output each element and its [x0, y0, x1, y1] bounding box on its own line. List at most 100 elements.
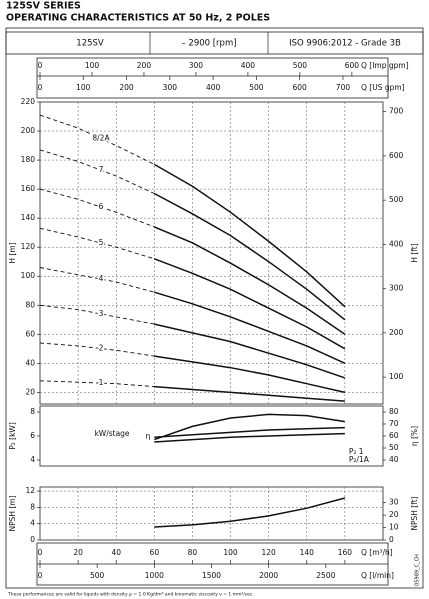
- y-tick-label: 200: [21, 126, 36, 135]
- series-label: P₂ 1: [349, 447, 364, 456]
- x-tick-label: 100: [223, 548, 238, 557]
- y-tick-label: 4: [30, 455, 35, 464]
- header-cell: 125SV: [76, 39, 104, 49]
- x-tick-label: 0: [38, 571, 43, 580]
- x-tick-label: 160: [338, 548, 353, 557]
- plot-frame: [39, 405, 384, 467]
- y2-tick-label: 700: [389, 107, 404, 116]
- y2-axis-label: η [%]: [410, 426, 419, 446]
- x-tick-label: 700: [336, 83, 351, 92]
- y2-tick-label: 70: [389, 419, 399, 428]
- y2-tick-label: 600: [389, 151, 404, 160]
- curve: [154, 291, 346, 364]
- series-label: 1: [99, 378, 104, 387]
- top-axis-box: [36, 57, 389, 99]
- x-tick-label: 2500: [316, 571, 335, 580]
- x-tick-label: 140: [300, 548, 315, 557]
- y2-tick-label: 200: [389, 328, 404, 337]
- curve: [153, 163, 346, 308]
- y2-tick-label: 20: [389, 510, 399, 519]
- x-tick-label: 80: [188, 548, 198, 557]
- x-tick-label: 100: [85, 61, 100, 70]
- series-label: 3: [99, 309, 104, 318]
- x-axis-label: Q [l/min]: [361, 571, 394, 580]
- y-tick-label: 180: [21, 155, 36, 164]
- x-tick-label: 20: [73, 548, 83, 557]
- curve-extension: [39, 342, 155, 357]
- x-tick-label: 400: [241, 61, 256, 70]
- x-axis-label: Q [m³/h]: [361, 548, 393, 557]
- y-tick-label: 40: [25, 358, 35, 367]
- x-tick-label: 0: [38, 61, 43, 70]
- y2-tick-label: 300: [389, 284, 404, 293]
- y-tick-label: 20: [25, 387, 35, 396]
- y-tick-label: 8: [30, 407, 35, 416]
- y2-tick-label: 40: [389, 455, 399, 464]
- x-tick-label: 300: [189, 61, 204, 70]
- curve: [154, 413, 346, 441]
- y2-axis-label: H [ft]: [410, 243, 419, 262]
- curve: [154, 226, 346, 335]
- drawing-code: 05989_C_CH: [415, 554, 421, 586]
- curve-extension: [39, 227, 155, 260]
- curve: [154, 258, 346, 350]
- x-tick-label: 1500: [202, 571, 221, 580]
- x-axis-label: Q [US gpm]: [361, 83, 405, 92]
- x-tick-label: 200: [119, 83, 134, 92]
- annotation: kW/stage: [94, 429, 129, 438]
- subtitle: OPERATING CHARACTERISTICS AT 50 Hz, 2 PO…: [6, 13, 270, 24]
- y2-tick-label: 60: [389, 431, 399, 440]
- x-tick-label: 100: [76, 83, 91, 92]
- x-tick-label: 500: [90, 571, 105, 580]
- curve-extension: [39, 304, 155, 325]
- y-tick-label: 80: [25, 300, 35, 309]
- y-tick-label: 4: [30, 519, 35, 528]
- y2-tick-label: 80: [389, 407, 399, 416]
- curve: [153, 192, 346, 321]
- x-tick-label: 200: [137, 61, 152, 70]
- curve-extension: [39, 188, 155, 228]
- x-tick-label: 120: [262, 548, 277, 557]
- y-tick-label: 140: [21, 213, 36, 222]
- y-axis-label: H [m]: [8, 242, 17, 263]
- curve-extension: [39, 267, 155, 293]
- plot-frame: [39, 486, 384, 541]
- page-frame: [5, 27, 424, 589]
- y2-tick-label: 500: [389, 195, 404, 204]
- series-label: 2: [99, 344, 104, 353]
- y-tick-label: 220: [21, 97, 36, 106]
- header-cell: – 2900 [rpm]: [181, 39, 236, 49]
- x-tick-label: 600: [345, 61, 360, 70]
- x-tick-label: 500: [249, 83, 264, 92]
- curve-extension: [39, 149, 155, 194]
- curve: [154, 426, 345, 438]
- y-tick-label: 12: [25, 486, 35, 495]
- x-tick-label: 500: [293, 61, 308, 70]
- x-tick-label: 400: [206, 83, 221, 92]
- y-axis-label: NPSH [m]: [8, 495, 17, 531]
- curve: [154, 432, 345, 443]
- series-label: η: [146, 432, 151, 441]
- series-label: 7: [99, 165, 104, 174]
- curve: [154, 355, 346, 394]
- plot-frame: [39, 101, 384, 405]
- curve-extension: [39, 380, 155, 388]
- y-axis-label: P₂ [kW]: [8, 422, 17, 450]
- y-tick-label: 120: [21, 242, 36, 251]
- x-tick-label: 300: [163, 83, 178, 92]
- x-tick-label: 600: [293, 83, 308, 92]
- x-tick-label: 0: [38, 548, 43, 557]
- y2-tick-label: 10: [389, 523, 399, 532]
- x-axis-label: Q [Imp gpm]: [361, 61, 409, 70]
- curve: [154, 323, 346, 379]
- x-tick-label: 40: [111, 548, 121, 557]
- series-label: 4: [99, 274, 104, 283]
- y2-tick-label: 100: [389, 372, 404, 381]
- y2-tick-label: 50: [389, 443, 399, 452]
- series-label: 6: [99, 202, 104, 211]
- footnote: These performances are valid for liquids…: [7, 592, 254, 598]
- curve: [154, 497, 346, 528]
- y-tick-label: 160: [21, 184, 36, 193]
- y-tick-label: 0: [30, 535, 35, 544]
